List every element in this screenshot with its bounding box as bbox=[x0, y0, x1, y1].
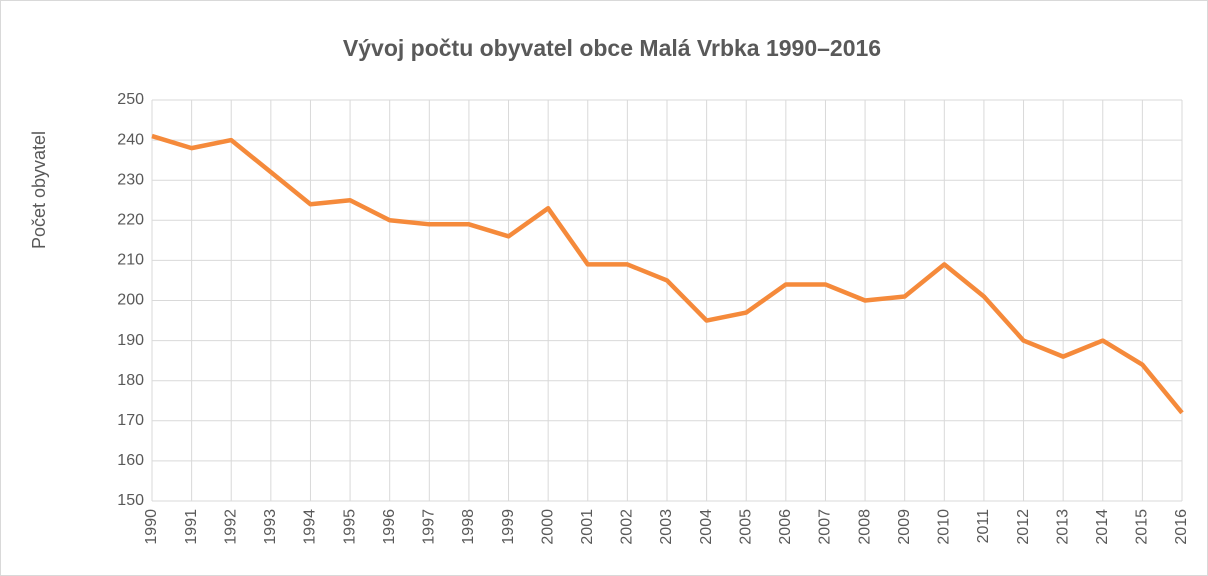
x-tick-label: 2005 bbox=[737, 509, 754, 545]
x-tick-label: 2007 bbox=[817, 509, 834, 545]
data-line bbox=[151, 133, 1184, 415]
y-tick-label: 190 bbox=[117, 332, 144, 349]
x-tick-label: 2012 bbox=[1015, 509, 1032, 545]
x-tick-label: 2010 bbox=[936, 509, 953, 545]
x-tick-label: 1993 bbox=[262, 509, 279, 545]
x-tick-label: 1992 bbox=[222, 509, 239, 545]
x-tick-label: 2009 bbox=[896, 509, 913, 545]
x-tick-label: 2000 bbox=[539, 509, 556, 545]
y-tick-label: 160 bbox=[117, 452, 144, 469]
x-tick-label: 1994 bbox=[302, 509, 319, 545]
x-tick-label: 1996 bbox=[381, 509, 398, 545]
x-tick-label: 2011 bbox=[975, 509, 992, 544]
x-tick-label: 1999 bbox=[500, 509, 517, 545]
x-tick-label: 2004 bbox=[698, 509, 715, 545]
x-tick-label: 1990 bbox=[143, 509, 160, 545]
x-tick-label: 1997 bbox=[421, 509, 438, 545]
y-tick-label: 240 bbox=[117, 131, 144, 148]
y-tick-label: 170 bbox=[117, 412, 144, 429]
x-tick-label: 2014 bbox=[1094, 509, 1111, 545]
x-tick-label: 2002 bbox=[619, 509, 636, 545]
y-tick-label: 230 bbox=[117, 171, 144, 188]
y-tick-label: 180 bbox=[117, 372, 144, 389]
x-tick-label: 1998 bbox=[460, 509, 477, 545]
x-tick-label: 2015 bbox=[1134, 509, 1151, 545]
y-tick-label: 150 bbox=[117, 492, 144, 509]
x-tick-label: 2003 bbox=[658, 509, 675, 545]
x-tick-label: 2008 bbox=[856, 509, 873, 545]
x-tick-label: 1991 bbox=[183, 509, 200, 545]
x-tick-label: 2013 bbox=[1054, 509, 1071, 545]
x-tick-label: 2006 bbox=[777, 509, 794, 545]
x-tick-label: 2001 bbox=[579, 509, 596, 545]
y-tick-label: 200 bbox=[117, 292, 144, 309]
x-tick-label: 2016 bbox=[1173, 509, 1190, 545]
y-tick-label: 220 bbox=[117, 212, 144, 229]
y-axis-label: Počet obyvatel bbox=[29, 131, 49, 249]
y-tick-label: 250 bbox=[117, 91, 144, 108]
y-tick-label: 210 bbox=[117, 252, 144, 269]
x-tick-label: 1995 bbox=[341, 509, 358, 545]
chart-title: Vývoj počtu obyvatel obce Malá Vrbka 199… bbox=[343, 35, 881, 61]
